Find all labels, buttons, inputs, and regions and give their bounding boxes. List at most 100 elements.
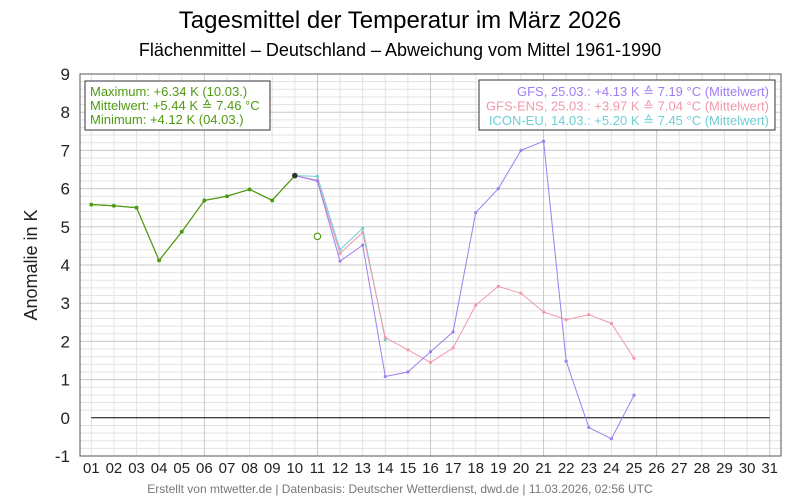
data-point [564, 318, 568, 322]
observed-point [134, 205, 139, 210]
x-tick-label: 14 [377, 460, 394, 477]
y-tick-label: 7 [61, 141, 70, 160]
data-point [519, 148, 523, 152]
y-tick-label: 3 [61, 294, 70, 313]
data-point [383, 374, 387, 379]
annotation-open-circle [313, 232, 322, 241]
observed-point [270, 198, 275, 203]
data-point [564, 359, 568, 363]
data-point [361, 243, 365, 247]
data-point [587, 425, 591, 429]
x-tick-label: 10 [286, 460, 303, 477]
observed-point [202, 198, 207, 203]
data-point [496, 187, 500, 191]
data-point [474, 303, 478, 307]
observed-point [157, 258, 162, 263]
y-tick-label: 8 [61, 103, 70, 122]
x-tick-label: 21 [535, 460, 552, 477]
y-tick-label: 4 [61, 256, 70, 275]
x-tick-label: 05 [173, 460, 190, 477]
y-tick-label: 6 [61, 180, 70, 199]
grid [79, 73, 782, 457]
x-tick-label: 18 [467, 460, 484, 477]
data-point [361, 226, 365, 230]
x-tick-label: 19 [490, 460, 507, 477]
observed-point [179, 229, 184, 234]
y-tick-label: -1 [55, 447, 70, 466]
stats-min: Minimum: +4.12 K (04.03.) [90, 112, 244, 127]
annotation-dot [292, 172, 298, 179]
data-point [451, 330, 455, 334]
data-point [338, 259, 342, 263]
x-tick-label: 02 [106, 460, 123, 477]
legend-entry: GFS, 25.03.: +4.13 K ≙ 7.19 °C (Mittelwe… [517, 84, 769, 99]
data-point [609, 437, 614, 441]
data-point [541, 139, 546, 143]
data-point [383, 335, 387, 340]
x-tick-label: 28 [694, 460, 711, 477]
data-point [632, 393, 636, 397]
x-tick-label: 25 [626, 460, 643, 477]
stats-max: Maximum: +6.34 K (10.03.) [90, 84, 247, 99]
x-tick-label: 16 [422, 460, 439, 477]
x-tick-label: 27 [671, 460, 688, 477]
stats-box: Maximum: +6.34 K (10.03.) Mittelwert: +5… [84, 80, 271, 131]
y-tick-label: 0 [61, 409, 70, 428]
x-tick-label: 04 [151, 460, 168, 477]
x-tick-label: 17 [445, 460, 462, 477]
legend-entry: ICON-EU, 14.03.: +5.20 K ≙ 7.45 °C (Mitt… [489, 113, 769, 128]
footer-credits: Erstellt von mtwetter.de | Datenbasis: D… [147, 482, 653, 496]
y-tick-label: 2 [61, 332, 70, 351]
x-tick-label: 23 [580, 460, 597, 477]
observed-point [112, 203, 116, 208]
observed-point [89, 202, 94, 207]
x-tick-label: 12 [332, 460, 349, 477]
x-tick-label: 30 [739, 460, 756, 477]
data-point [474, 211, 478, 215]
legend: GFS, 25.03.: +4.13 K ≙ 7.19 °C (Mittelwe… [478, 79, 776, 131]
series-line [294, 175, 635, 363]
legend-entry: GFS-ENS, 25.03.: +3.97 K ≙ 7.04 °C (Mitt… [486, 99, 769, 114]
data-point [406, 348, 410, 352]
x-tick-label: 31 [761, 460, 778, 477]
x-tick-label: 20 [513, 460, 530, 477]
x-tick-label: 22 [558, 460, 575, 477]
y-tick-label: 5 [61, 218, 70, 237]
data-point [428, 350, 433, 354]
data-point [315, 174, 320, 178]
series-line [294, 140, 635, 440]
x-tick-label: 07 [219, 460, 236, 477]
x-tick-label: 15 [400, 460, 417, 477]
data-point [315, 179, 320, 183]
x-tick-label: 06 [196, 460, 213, 477]
y-tick-label: 1 [61, 371, 70, 390]
data-point [632, 356, 636, 360]
data-point [587, 313, 591, 317]
x-tick-label: 13 [354, 460, 371, 477]
y-axis-label: Anomalie in K [21, 209, 41, 320]
x-tick-label: 26 [648, 460, 665, 477]
x-tick-label: 09 [264, 460, 281, 477]
chart-subtitle: Flächenmittel – Deutschland – Abweichung… [139, 40, 661, 60]
observed-point [247, 187, 252, 192]
observed-point [225, 194, 229, 199]
data-point [428, 360, 433, 365]
data-point [451, 346, 455, 350]
data-point [338, 251, 342, 256]
data-point [496, 284, 500, 288]
observed-line [91, 175, 296, 262]
x-tick-label: 11 [310, 460, 326, 477]
x-tick-label: 01 [83, 460, 100, 477]
stats-mean: Mittelwert: +5.44 K ≙ 7.46 °C [90, 98, 260, 113]
stats-box-frame [84, 80, 271, 131]
data-point [406, 370, 410, 374]
plot-frame [79, 73, 782, 457]
y-tick-label: 9 [61, 65, 70, 84]
data-point [541, 310, 546, 314]
data-point [609, 321, 614, 326]
series-group [89, 139, 636, 441]
x-tick-label: 03 [128, 460, 145, 477]
data-point [361, 230, 365, 235]
